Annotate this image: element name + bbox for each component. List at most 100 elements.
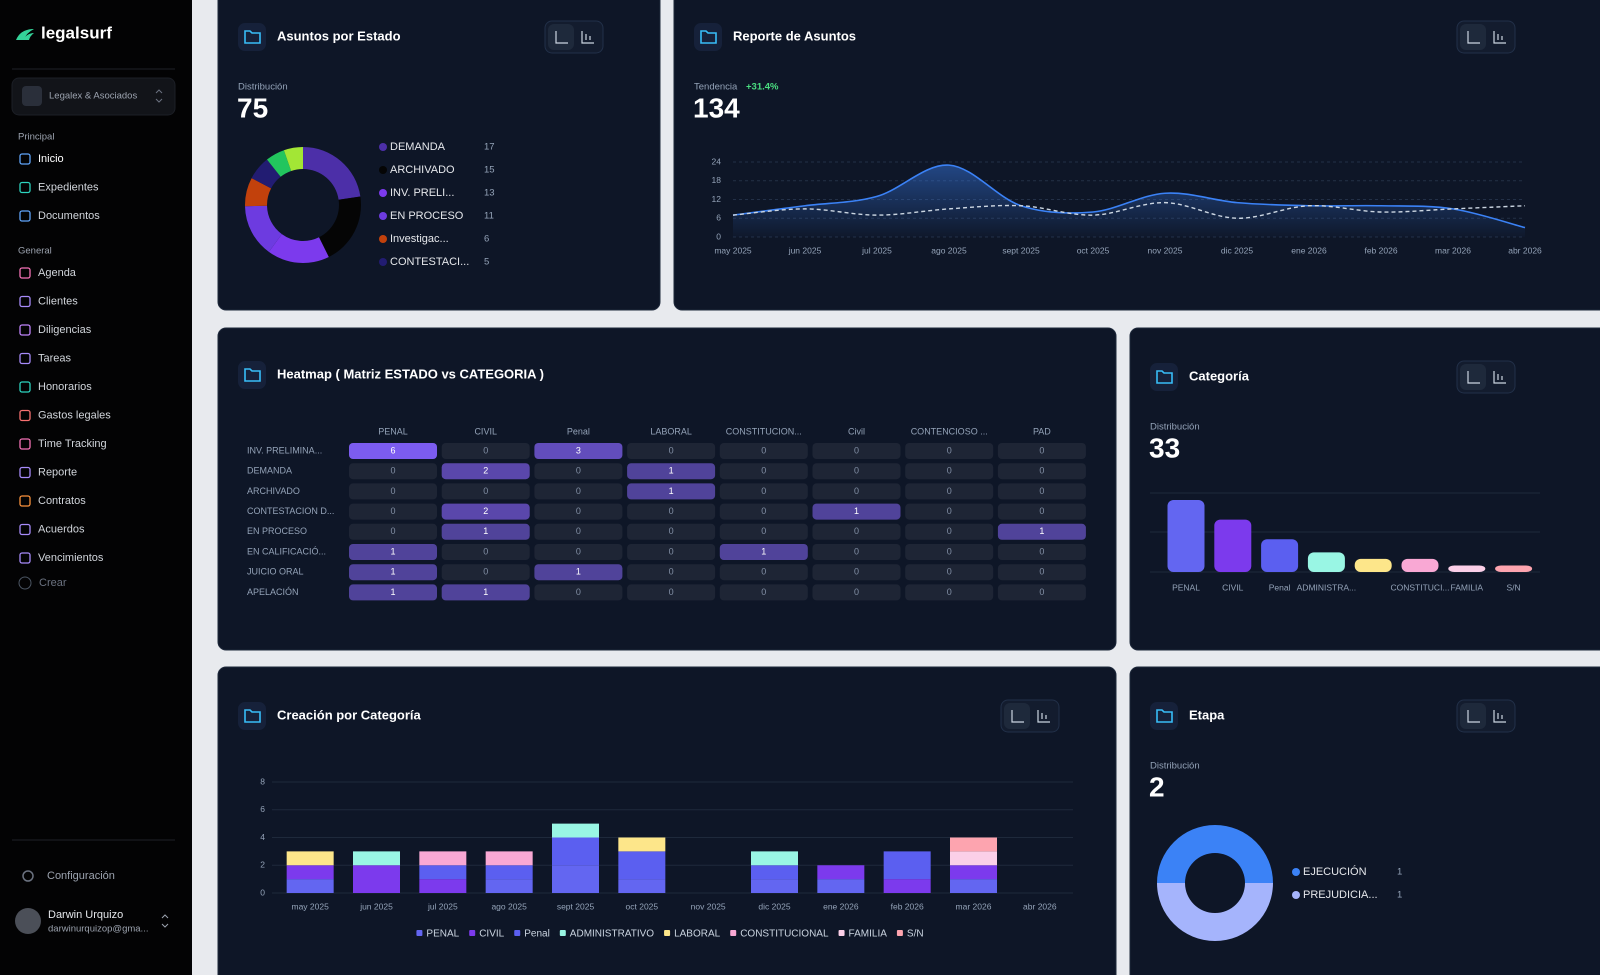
panel	[217, 666, 1117, 975]
panel-subtitle: Distribución	[238, 82, 288, 93]
bar	[1495, 565, 1533, 572]
nav-item[interactable]: Diligencias	[38, 324, 92, 336]
nav-item[interactable]: Acuerdos	[38, 523, 85, 535]
heatmap-value: 0	[669, 546, 674, 556]
x-tick-label: jul 2025	[427, 901, 458, 911]
heatmap-value: 0	[854, 466, 859, 476]
heatmap-value: 1	[854, 506, 859, 516]
heatmap-value: 1	[761, 546, 766, 556]
organization-switcher[interactable]	[11, 77, 176, 116]
legend-swatch	[838, 930, 845, 936]
legend-swatch	[469, 930, 476, 936]
folder-icon	[1156, 370, 1173, 384]
view-button[interactable]	[1460, 703, 1486, 729]
heatmap-cell-bg	[627, 443, 716, 459]
heatmap-value: 0	[576, 486, 581, 496]
heatmap-cell-bg	[719, 463, 808, 480]
view-button[interactable]	[548, 24, 574, 50]
heatmap-cell-bg	[627, 564, 716, 581]
nav-item[interactable]: Documentos	[38, 210, 100, 222]
nav-item[interactable]: Honorarios	[38, 381, 92, 393]
bar	[1448, 565, 1486, 572]
heatmap-cell-bg	[534, 544, 623, 560]
heatmap-cell-bg	[441, 544, 530, 560]
legend-swatch	[559, 930, 566, 936]
heatmap-value: 0	[947, 486, 952, 496]
heatmap-cell-bg	[349, 483, 437, 500]
heatmap-cell-bg	[719, 443, 808, 459]
heatmap-cell-bg	[349, 523, 437, 540]
panel-icon	[238, 361, 266, 389]
view-button[interactable]	[1004, 703, 1030, 729]
heatmap-value: 3	[576, 445, 581, 455]
row-label: JUICIO ORAL	[247, 567, 304, 577]
nav-item[interactable]: Agenda	[38, 267, 77, 279]
heatmap-value: 0	[576, 587, 581, 597]
heatmap-value: 0	[761, 506, 766, 516]
legend-label: LABORAL	[674, 929, 721, 940]
heatmap-value: 1	[483, 526, 488, 536]
legend-swatch	[379, 143, 387, 151]
heatmap-cell	[719, 544, 808, 560]
heatmap-value: 0	[854, 567, 859, 577]
nav-item[interactable]: Gastos legales	[38, 409, 111, 421]
heatmap-cell	[812, 503, 901, 520]
create-link[interactable]: Crear	[39, 577, 67, 589]
heatmap-cell-bg	[812, 463, 901, 480]
heatmap-value: 1	[669, 486, 674, 496]
heatmap-cell-bg	[997, 463, 1086, 480]
bar-segment	[485, 879, 533, 893]
heatmap-value: 0	[576, 506, 581, 516]
folder-icon	[1156, 709, 1173, 723]
panel-total: 2	[1149, 771, 1165, 802]
settings-link[interactable]: Configuración	[47, 870, 115, 882]
x-tick-label: may 2025	[714, 245, 752, 255]
nav-item[interactable]: Clientes	[38, 295, 78, 307]
bar-segment	[353, 851, 400, 866]
user-avatar	[15, 908, 41, 934]
heatmap-value: 0	[947, 546, 952, 556]
x-tick-label: jun 2025	[788, 245, 822, 255]
column-label: PAD	[1033, 426, 1051, 436]
nav-item[interactable]: Vencimientos	[38, 552, 104, 564]
nav-item[interactable]: Tareas	[38, 352, 72, 364]
x-tick-label: mar 2026	[1435, 245, 1471, 255]
legend-value: 15	[484, 165, 495, 176]
column-label: Penal	[567, 426, 590, 436]
heatmap-cell-bg	[905, 584, 994, 601]
nav-item[interactable]: Contratos	[38, 495, 86, 507]
x-tick-label: oct 2025	[626, 901, 659, 911]
bar-segment	[883, 851, 931, 880]
legend-label: INV. PRELI...	[390, 187, 454, 199]
bar-segment	[751, 879, 798, 893]
heatmap-cell-bg	[997, 443, 1086, 459]
heatmap-cell	[627, 463, 716, 480]
legend-label: CONTESTACI...	[390, 256, 469, 268]
heatmap-cell	[441, 503, 530, 520]
x-tick-label: abr 2026	[1508, 245, 1542, 255]
chevron	[161, 914, 169, 928]
bar-segment	[419, 851, 467, 866]
nav-item[interactable]: Inicio	[38, 153, 64, 165]
row-label: INV. PRELIMINA...	[247, 445, 322, 455]
x-tick-label: nov 2025	[1148, 245, 1183, 255]
nav-item[interactable]: Expedientes	[38, 181, 99, 193]
heatmap-value: 1	[483, 587, 488, 597]
y-tick-label: 0	[260, 887, 265, 897]
create-icon	[18, 576, 32, 590]
heatmap-value: 0	[576, 526, 581, 536]
heatmap-value: 0	[669, 506, 674, 516]
view-button[interactable]	[1460, 364, 1486, 390]
nav-item[interactable]: Reporte	[38, 466, 77, 478]
panel-title: Creación por Categoría	[277, 707, 422, 722]
nav-item[interactable]: Time Tracking	[38, 438, 107, 450]
donut-slice	[245, 205, 282, 252]
x-tick-label: ago 2025	[931, 245, 967, 255]
heatmap-value: 0	[576, 466, 581, 476]
bar-segment	[552, 823, 599, 838]
panel-icon	[1150, 702, 1178, 730]
view-button[interactable]	[1460, 24, 1486, 50]
heatmap-cell	[349, 443, 437, 459]
nav-icon	[19, 409, 31, 422]
panel-total: 33	[1149, 432, 1180, 463]
